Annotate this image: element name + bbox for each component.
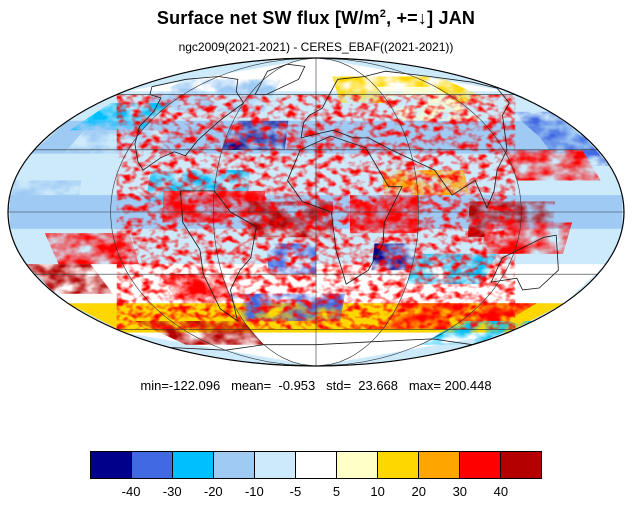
plot-subtitle: ngc2009(2021-2021) - CERES_EBAF((2021-20…	[178, 40, 454, 54]
colorbar-label: -10	[244, 484, 264, 499]
map-field-region	[503, 149, 601, 181]
colorbar-label: 30	[452, 484, 468, 499]
map-field-region	[8, 180, 82, 212]
graticule-meridian	[315, 57, 522, 367]
graticule-meridian	[212, 57, 317, 367]
colorbar-labels: -40 -30 -20 -10 -5 5 10 20 30 40	[90, 484, 542, 502]
coastline	[134, 76, 245, 171]
colorbar	[90, 451, 542, 479]
colorbar-swatch	[460, 452, 501, 478]
colorbar-swatch	[337, 452, 378, 478]
colorbar-swatch	[132, 452, 173, 478]
colorbar-swatch	[378, 452, 419, 478]
colorbar-label: 20	[411, 484, 426, 499]
coastline	[287, 135, 403, 285]
coastline	[490, 234, 559, 291]
world-map	[6, 56, 626, 368]
colorbar-swatch	[255, 452, 296, 478]
colorbar-swatch	[296, 452, 337, 478]
map-field-region	[510, 111, 589, 140]
colorbar-label: -5	[289, 484, 302, 499]
map-field-region	[26, 264, 114, 294]
colorbar-label: -40	[121, 484, 141, 499]
colorbar-label: 5	[332, 484, 341, 499]
plot-title: Surface net SW flux [W/m2, +=↓] JAN	[156, 8, 476, 28]
colorbar-label: -20	[203, 484, 223, 499]
graticule-meridian	[315, 57, 420, 367]
colorbar-swatch	[91, 452, 132, 478]
coastline	[300, 70, 510, 209]
colorbar-swatch	[501, 452, 541, 478]
colorbar-swatch	[214, 452, 255, 478]
colorbar-swatch	[419, 452, 460, 478]
colorbar-swatch	[173, 452, 214, 478]
map-field-region	[44, 233, 139, 265]
colorbar-label: 10	[370, 484, 385, 499]
map-outline	[7, 57, 625, 367]
statistics-line: min=-122.096 mean= -0.953 std= 23.668 ma…	[140, 378, 492, 393]
graticule-meridian	[110, 57, 317, 367]
colorbar-label: 40	[493, 484, 509, 499]
colorbar-label: -30	[162, 484, 182, 499]
